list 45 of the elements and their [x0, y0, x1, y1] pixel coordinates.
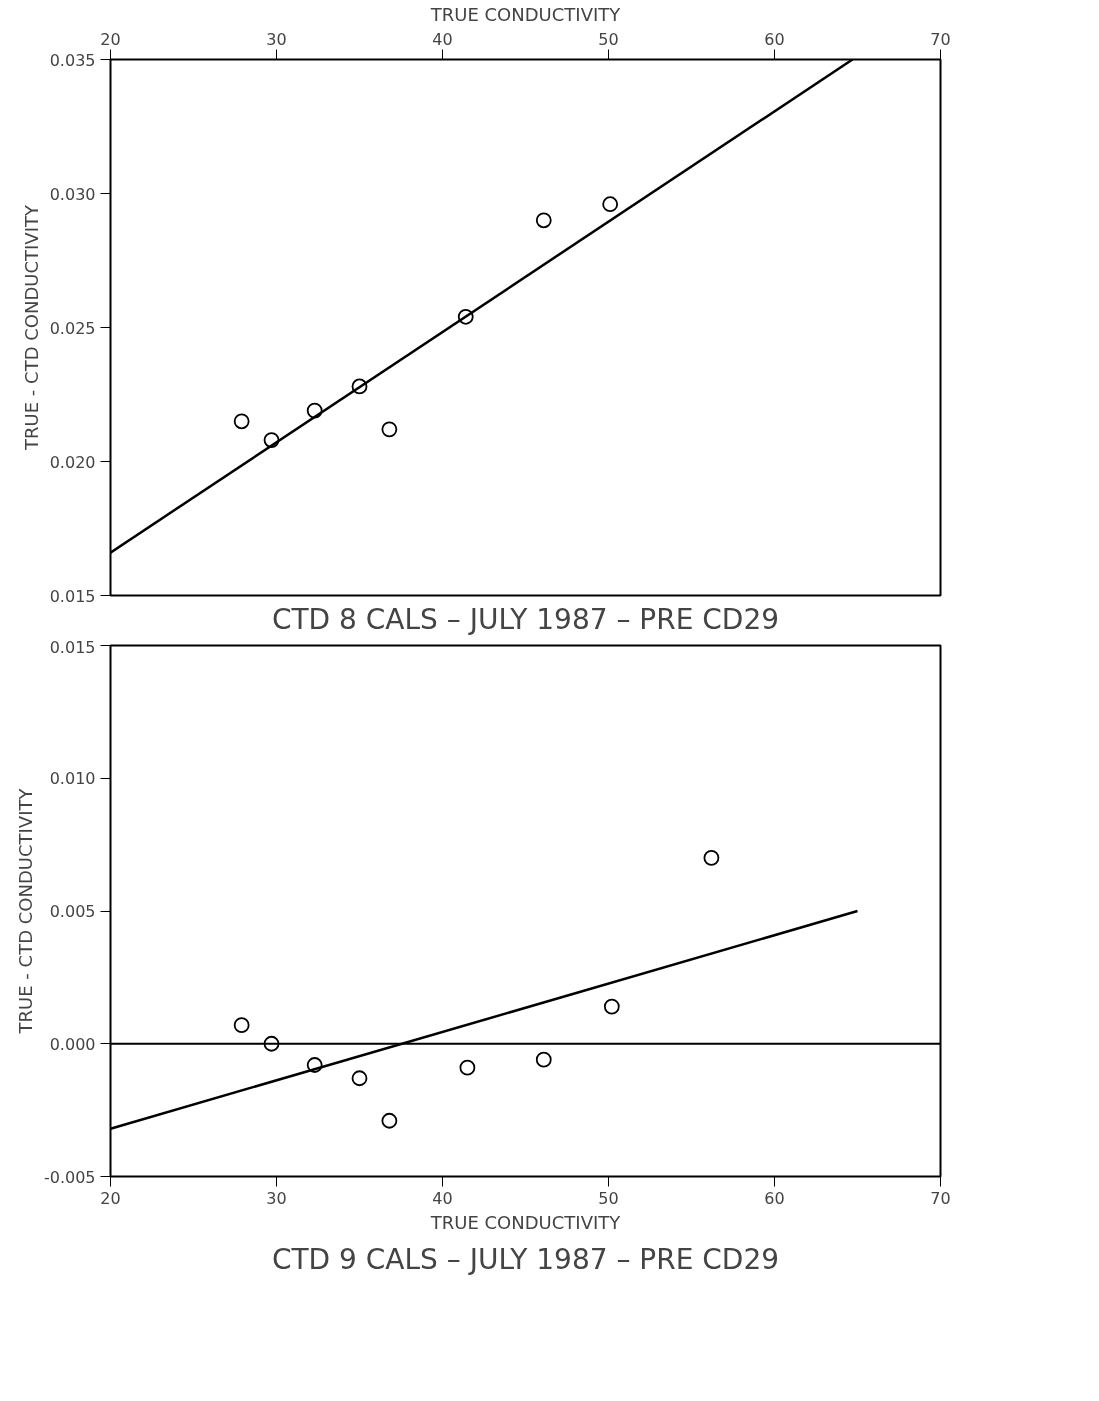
x-tick-label: 50: [598, 29, 619, 49]
y-tick-label: 0.035: [49, 50, 96, 70]
point: [351, 1070, 368, 1087]
text: CTD 8 CALS – JULY 1987 – PRE CD29: [271, 602, 780, 636]
y-tick-label: 0.005: [49, 902, 96, 921]
point: [603, 998, 620, 1015]
point: [306, 402, 323, 419]
point: [381, 1112, 398, 1129]
x-tick-label: 30: [266, 29, 287, 49]
point: [457, 308, 474, 325]
x-tick-label: 60: [764, 29, 785, 49]
point: [263, 1035, 280, 1052]
point: [459, 1059, 476, 1076]
x-tick-label: 70: [930, 29, 951, 49]
x-tick-label: 60: [764, 1188, 785, 1208]
y-axis-title: TRUE - CTD CONDUCTIVITY: [20, 204, 42, 451]
point: [703, 850, 720, 866]
point: [306, 1057, 323, 1073]
x-tick-label: 40: [432, 1188, 453, 1208]
y-tick-label: 0.010: [49, 769, 96, 789]
x-tick-label: 50: [598, 1188, 619, 1208]
x-tick-label: 40: [432, 29, 453, 49]
y-tick-label: 0.015: [49, 637, 96, 657]
y-tick-label: 0.020: [49, 452, 96, 472]
x-tick-label: 30: [266, 1188, 287, 1208]
point: [263, 432, 280, 448]
y-tick-label: 0.000: [49, 1034, 96, 1054]
y-axis-title: TRUE - CTD CONDUCTIVITY: [14, 787, 36, 1035]
text: CTD 9 CALS – JULY 1987 – PRE CD29: [271, 1242, 780, 1276]
x-tick-label: 20: [100, 1188, 121, 1208]
point: [233, 1017, 250, 1034]
point: [535, 212, 552, 229]
point: [535, 1051, 552, 1068]
x-axis-title: TRUE CONDUCTIVITY: [429, 1211, 622, 1233]
x-tick-label: 70: [930, 1188, 951, 1208]
point: [602, 196, 619, 213]
point: [233, 413, 250, 430]
y-tick-label: 0.015: [49, 586, 96, 606]
x-tick-label: 20: [100, 29, 121, 49]
y-tick-label: 0.025: [49, 318, 96, 338]
x-axis-title: TRUE CONDUCTIVITY: [429, 3, 622, 25]
y-tick-label: -0.005: [43, 1167, 96, 1187]
point: [351, 378, 368, 395]
point: [381, 421, 398, 438]
y-tick-label: 0.030: [49, 184, 96, 204]
